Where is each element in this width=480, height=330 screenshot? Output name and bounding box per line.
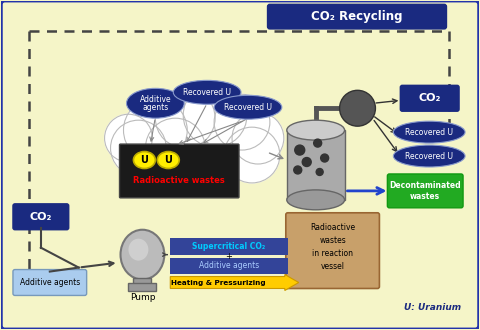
Circle shape	[302, 157, 311, 167]
Circle shape	[110, 120, 166, 176]
Text: U: U	[141, 155, 148, 165]
Circle shape	[314, 139, 322, 147]
Circle shape	[339, 90, 375, 126]
Ellipse shape	[214, 95, 282, 119]
Text: Recovered U: Recovered U	[405, 128, 453, 137]
Circle shape	[105, 114, 152, 162]
Text: in reaction: in reaction	[312, 249, 353, 258]
Text: Additive: Additive	[140, 95, 171, 104]
Ellipse shape	[120, 230, 164, 280]
Text: wastes: wastes	[319, 236, 346, 245]
Text: vessel: vessel	[321, 262, 345, 271]
Circle shape	[214, 94, 270, 150]
FancyBboxPatch shape	[133, 278, 151, 285]
Text: Pump: Pump	[130, 293, 155, 302]
FancyBboxPatch shape	[129, 283, 156, 291]
Circle shape	[183, 83, 247, 147]
FancyArrow shape	[170, 275, 299, 290]
Text: Additive agents: Additive agents	[20, 278, 80, 287]
Ellipse shape	[287, 120, 345, 140]
Ellipse shape	[393, 145, 465, 167]
Text: Decontaminated: Decontaminated	[389, 182, 461, 190]
FancyBboxPatch shape	[287, 130, 345, 200]
Text: U: Uranium: U: Uranium	[404, 303, 461, 312]
Text: Recovered U: Recovered U	[224, 103, 272, 112]
FancyBboxPatch shape	[120, 144, 239, 198]
Text: CO₂ Recycling: CO₂ Recycling	[311, 10, 402, 23]
Circle shape	[295, 145, 305, 155]
Ellipse shape	[126, 88, 184, 118]
Text: Radioactive: Radioactive	[310, 223, 355, 232]
Circle shape	[156, 88, 215, 148]
Text: U: U	[164, 155, 172, 165]
Text: Radioactive wastes: Radioactive wastes	[133, 177, 225, 185]
Circle shape	[224, 127, 280, 183]
Circle shape	[123, 98, 187, 162]
FancyBboxPatch shape	[268, 5, 446, 29]
FancyBboxPatch shape	[13, 204, 69, 230]
Text: CO₂: CO₂	[418, 93, 440, 103]
Text: wastes: wastes	[410, 192, 440, 201]
Ellipse shape	[393, 121, 465, 143]
FancyBboxPatch shape	[387, 174, 463, 208]
FancyBboxPatch shape	[170, 238, 288, 255]
FancyBboxPatch shape	[400, 85, 459, 111]
Text: Supercritical CO₂: Supercritical CO₂	[192, 242, 265, 251]
Text: Additive agents: Additive agents	[199, 261, 259, 270]
Text: Heating & Pressurizing: Heating & Pressurizing	[171, 280, 265, 285]
FancyBboxPatch shape	[13, 270, 87, 295]
Circle shape	[232, 112, 284, 164]
Circle shape	[316, 169, 323, 176]
Ellipse shape	[129, 239, 148, 261]
FancyBboxPatch shape	[170, 258, 288, 274]
Text: +: +	[226, 252, 232, 261]
Ellipse shape	[157, 151, 179, 169]
Circle shape	[294, 166, 302, 174]
Circle shape	[145, 118, 205, 178]
Text: Recovered U: Recovered U	[405, 151, 453, 160]
Ellipse shape	[133, 151, 156, 169]
Text: Recovered U: Recovered U	[183, 88, 231, 97]
Text: CO₂: CO₂	[30, 212, 52, 222]
Ellipse shape	[287, 190, 345, 210]
Circle shape	[321, 154, 329, 162]
Ellipse shape	[173, 81, 241, 104]
FancyBboxPatch shape	[286, 213, 379, 288]
Text: agents: agents	[142, 103, 168, 112]
